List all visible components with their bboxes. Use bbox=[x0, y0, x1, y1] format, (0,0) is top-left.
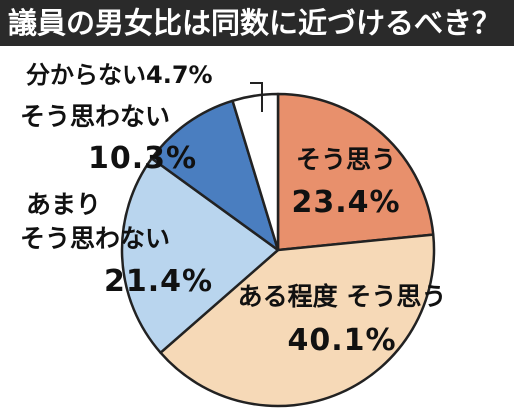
label-amari-souomowanai-line-3: 21.4% bbox=[104, 264, 213, 299]
label-aruteido-soumou-line-2: 40.1% bbox=[287, 323, 396, 358]
label-wakaranai: 分からない4.7% bbox=[26, 61, 213, 89]
chart-title: 議員の男女比は同数に近づけるべき？ bbox=[8, 6, 502, 40]
title-bar: 議員の男女比は同数に近づけるべき？ bbox=[0, 0, 514, 46]
label-wakaranai-line-1: 分からない4.7% bbox=[26, 61, 213, 89]
slice-soumou bbox=[276, 92, 435, 252]
label-amari-souomowanai-line-2: そう思わない bbox=[20, 224, 170, 253]
label-aruteido-soumou-line-1: ある程度 そう思う bbox=[238, 282, 447, 311]
slice-aruteido-soumou bbox=[159, 233, 436, 408]
label-amari-souomowanai-line-1: あまり bbox=[26, 190, 101, 219]
label-souomowanai: そう思わない 10.3% bbox=[20, 102, 197, 176]
label-souomowanai-line-1: そう思わない bbox=[20, 102, 170, 131]
label-souomowanai-line-2: 10.3% bbox=[88, 141, 197, 176]
label-aruteido-soumou: ある程度 そう思う 40.1% bbox=[238, 282, 447, 358]
label-soumou-line-2: 23.4% bbox=[291, 185, 400, 220]
slice-souomowanai bbox=[150, 99, 280, 252]
label-soumou-line-1: そう思う bbox=[296, 145, 396, 174]
slice-amari-souomowanai bbox=[120, 157, 280, 354]
slice-wakaranai bbox=[231, 92, 280, 252]
label-soumou: そう思う 23.4% bbox=[291, 145, 400, 220]
leader-line-wakaranai bbox=[250, 82, 263, 112]
